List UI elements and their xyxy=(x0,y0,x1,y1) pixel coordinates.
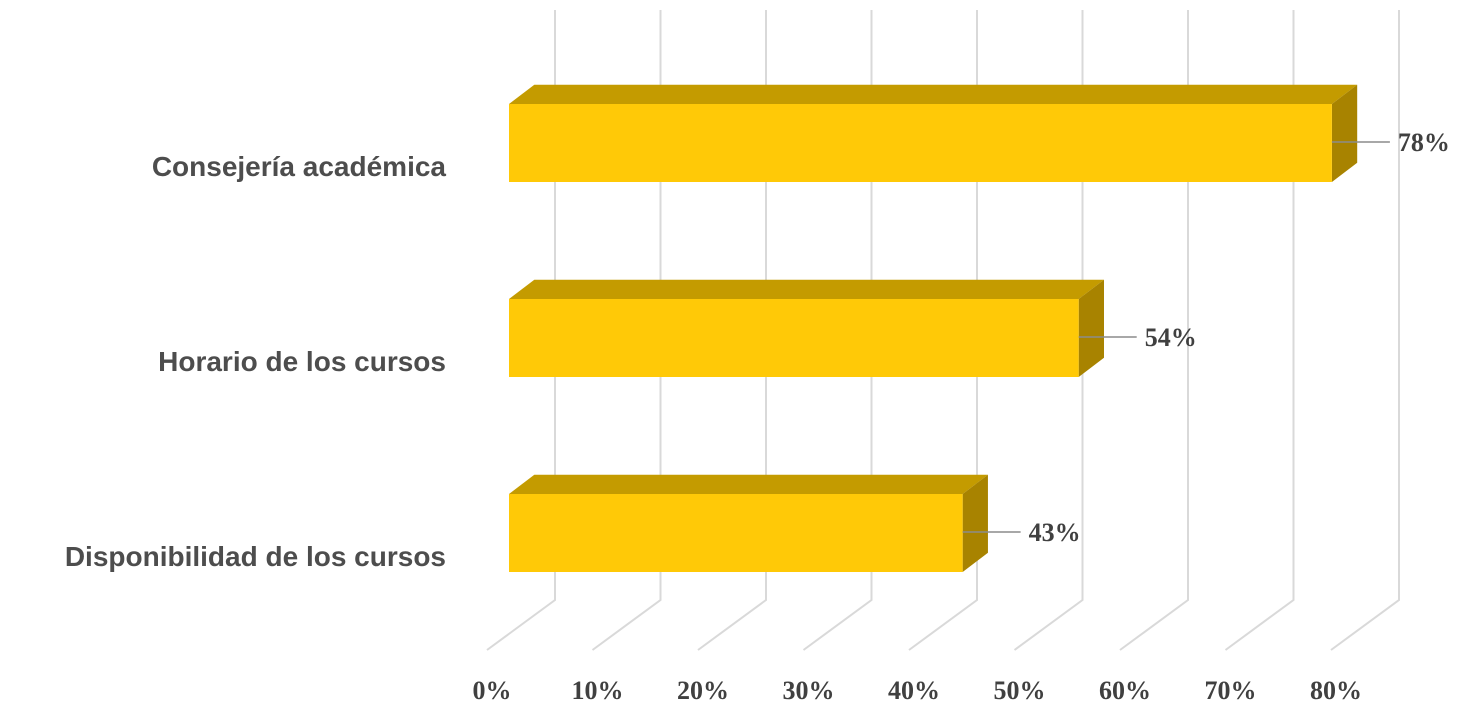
gridline xyxy=(908,10,978,651)
x-tick-label: 50% xyxy=(994,676,1046,702)
x-tick-label: 40% xyxy=(888,676,940,702)
labels: 0% 10% 20% 30% 40% 50% 60% 70% 80% 78% Consejería … xyxy=(65,128,1450,702)
data-label: 78% xyxy=(1398,128,1450,157)
bar xyxy=(509,474,988,572)
gridlines xyxy=(486,10,1400,651)
gridline xyxy=(591,10,662,651)
gridline xyxy=(1013,10,1084,651)
bar-top-face xyxy=(509,474,988,494)
gridline xyxy=(486,10,556,651)
data-label: 54% xyxy=(1145,323,1197,352)
category-label: Horario de los cursos xyxy=(158,346,446,377)
gridline xyxy=(802,10,873,651)
gridline xyxy=(1330,10,1400,651)
bar-front-face xyxy=(509,299,1079,377)
bar xyxy=(509,279,1104,377)
x-tick-label: 20% xyxy=(677,676,729,702)
data-label: 43% xyxy=(1029,518,1081,547)
x-tick-label: 0% xyxy=(473,676,512,702)
x-tick-label: 10% xyxy=(572,676,624,702)
x-tick-label: 70% xyxy=(1205,676,1257,702)
bar-top-face xyxy=(509,279,1104,299)
bar-top-face xyxy=(509,84,1358,104)
bars xyxy=(509,84,1358,572)
category-label: Disponibilidad de los cursos xyxy=(65,541,446,572)
bar-side-face xyxy=(1078,279,1104,377)
bar-front-face xyxy=(509,104,1332,182)
category-label: Consejería académica xyxy=(152,151,447,182)
x-tick-label: 60% xyxy=(1099,676,1151,702)
bar-side-face xyxy=(1331,84,1358,182)
x-tick-label: 30% xyxy=(783,676,835,702)
gridline xyxy=(1119,10,1189,651)
bar-side-face xyxy=(962,474,988,572)
gridline xyxy=(697,10,767,651)
gridline xyxy=(1224,10,1295,651)
x-tick-label: 80% xyxy=(1310,676,1362,702)
bar xyxy=(509,84,1358,182)
bar-front-face xyxy=(509,494,963,572)
